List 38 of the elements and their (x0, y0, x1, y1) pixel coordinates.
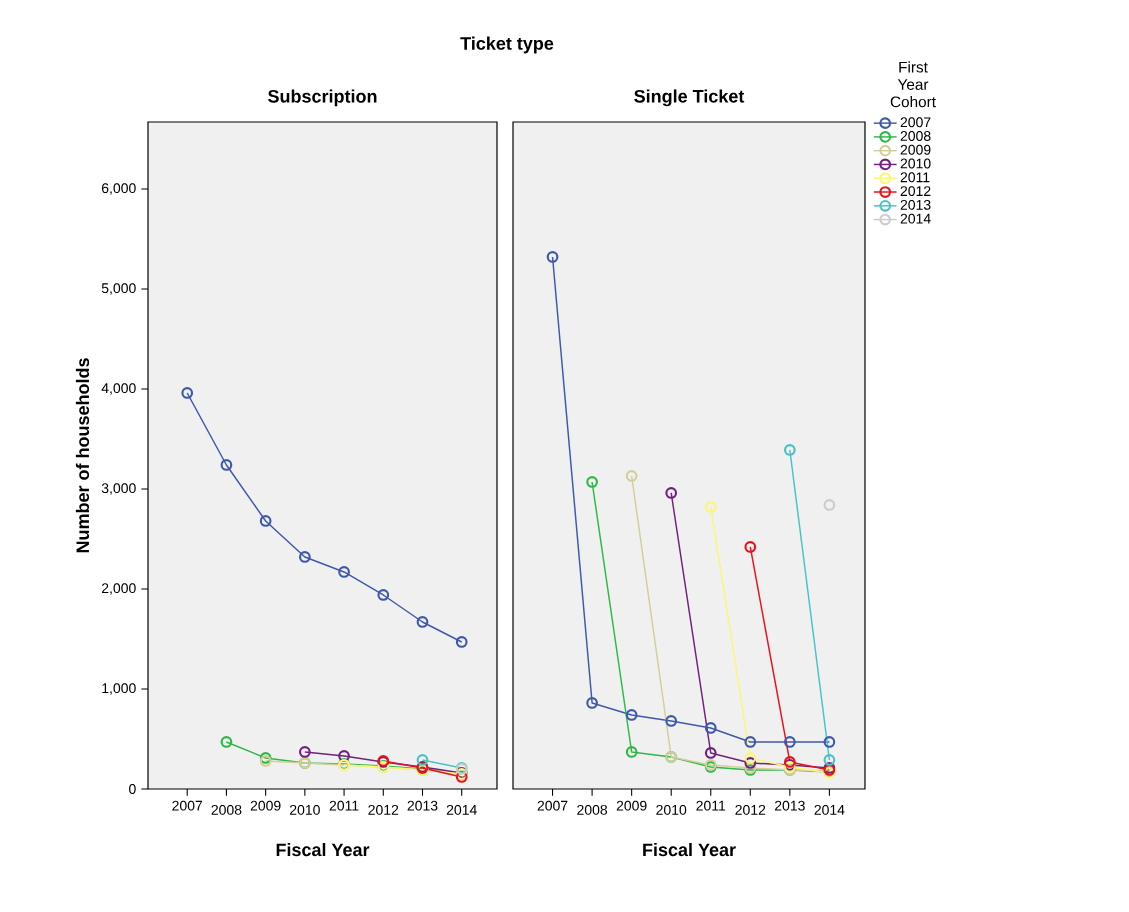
y-tick-label: 0 (129, 784, 136, 794)
x-tick-label: 2013 (774, 800, 805, 811)
legend-label: 2014 (900, 213, 931, 224)
legend-label: 2010 (900, 158, 931, 169)
x-tick-label: 2008 (211, 804, 242, 815)
y-tick-label: 2,000 (101, 583, 136, 595)
x-axis-title: Fiscal Year (276, 842, 370, 857)
text: Ticket type (460, 36, 554, 54)
y-tick-label: 3,000 (101, 483, 136, 495)
legend-title: First Year Cohort (890, 61, 936, 108)
x-tick-label: 2007 (537, 800, 568, 811)
x-tick-label: 2008 (577, 804, 608, 815)
y-tick-label: 4,000 (101, 383, 136, 395)
x-tick-label: 2014 (446, 804, 477, 815)
y-tick-label: 1,000 (102, 683, 136, 695)
x-tick-label: 2010 (289, 804, 320, 815)
x-tick-label: 2011 (329, 800, 359, 811)
y-tick-label: 5,000 (101, 283, 136, 295)
y-tick-label: 6,000 (101, 183, 136, 195)
x-tick-label: 2012 (735, 804, 766, 815)
legend-label: 2009 (900, 144, 931, 155)
x-tick-label: 2013 (407, 800, 438, 811)
legend-label: 2011 (900, 172, 930, 183)
legend-label: 2013 (900, 199, 931, 210)
legend-label: 2007 (900, 117, 931, 128)
x-axis-title: Fiscal Year (643, 842, 736, 857)
chart-title: Single Ticket (634, 89, 745, 107)
x-tick-label: 2009 (616, 800, 647, 811)
x-tick-label: 2007 (172, 800, 203, 811)
x-tick-label: 2010 (656, 804, 687, 815)
x-tick-label: 2009 (250, 800, 281, 811)
legend-label: 2012 (900, 186, 931, 197)
x-tick-label: 2012 (368, 804, 399, 815)
x-tick-label: 2011 (696, 800, 726, 811)
y-axis-title: Number of households (75, 358, 90, 553)
x-tick-label: 2014 (814, 804, 845, 815)
chart-title: Subscription (268, 89, 377, 107)
legend-label: 2008 (900, 131, 931, 141)
